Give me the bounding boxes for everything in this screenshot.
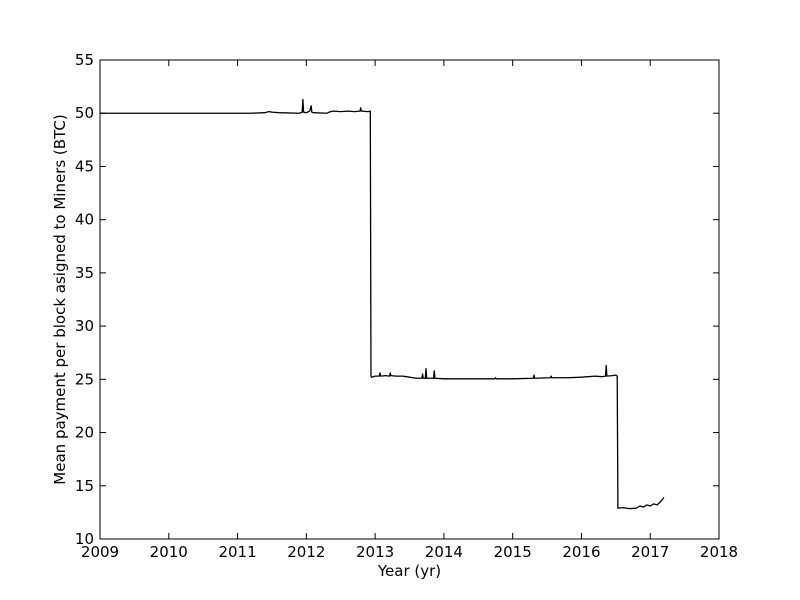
x-tick-label: 2016 xyxy=(562,543,600,561)
y-tick-label: 10 xyxy=(75,530,94,548)
y-tick-label: 15 xyxy=(75,477,94,495)
x-axis: 2009 2010 2011 2012 2013 2014 2015 2016 2017 2018 xyxy=(81,60,738,561)
x-tick-label: 2010 xyxy=(150,543,188,561)
x-tick-label: 2011 xyxy=(218,543,256,561)
series-line xyxy=(100,98,665,510)
x-axis-title: Year (yr) xyxy=(377,562,441,580)
y-tick-label: 45 xyxy=(75,157,94,175)
plot-area-background xyxy=(100,60,719,539)
x-tick-label: 2015 xyxy=(494,543,532,561)
y-axis-title: Mean payment per block asigned to Miners… xyxy=(51,114,69,484)
y-tick-label: 25 xyxy=(75,370,94,388)
series-layer xyxy=(100,98,665,510)
x-tick-label: 2013 xyxy=(356,543,394,561)
x-tick-label: 2017 xyxy=(631,543,669,561)
x-tick-label: 2018 xyxy=(700,543,738,561)
plot-frame xyxy=(99,59,720,540)
y-axis: 10 15 20 25 30 35 40 45 50 55 xyxy=(75,51,719,548)
y-tick-label: 30 xyxy=(75,317,94,335)
x-tick-label: 2009 xyxy=(81,543,119,561)
y-tick-label: 20 xyxy=(75,424,94,442)
y-tick-label: 35 xyxy=(75,264,94,282)
y-tick-label: 50 xyxy=(75,104,94,122)
x-tick-label: 2014 xyxy=(425,543,463,561)
y-tick-label: 40 xyxy=(75,211,94,229)
x-tick-label: 2012 xyxy=(287,543,325,561)
y-tick-label: 55 xyxy=(75,51,94,69)
